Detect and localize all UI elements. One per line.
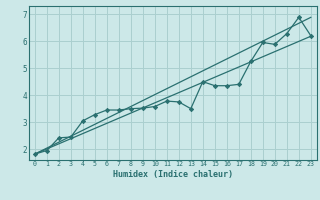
- X-axis label: Humidex (Indice chaleur): Humidex (Indice chaleur): [113, 170, 233, 179]
